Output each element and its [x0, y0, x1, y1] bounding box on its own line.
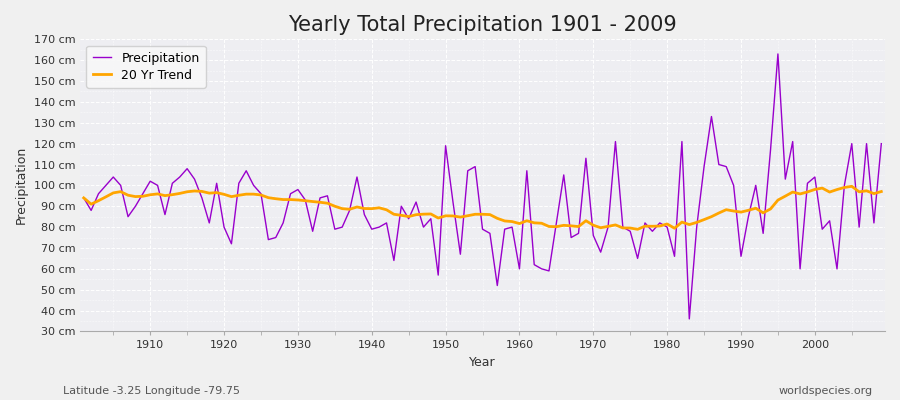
Line: Precipitation: Precipitation — [84, 54, 881, 319]
Precipitation — [772, 52, 783, 56]
20 Yr Trend — [632, 227, 643, 232]
Title: Yearly Total Precipitation 1901 - 2009: Yearly Total Precipitation 1901 - 2009 — [288, 15, 677, 35]
20 Yr Trend — [344, 207, 355, 212]
20 Yr Trend — [846, 184, 857, 189]
Line: 20 Yr Trend: 20 Yr Trend — [84, 186, 881, 229]
Precipitation — [514, 266, 525, 271]
Text: worldspecies.org: worldspecies.org — [778, 386, 873, 396]
20 Yr Trend — [603, 224, 614, 229]
Precipitation — [138, 191, 148, 196]
Precipitation — [300, 198, 310, 202]
Precipitation — [876, 141, 886, 146]
Y-axis label: Precipitation: Precipitation — [15, 146, 28, 224]
Precipitation — [78, 196, 89, 200]
20 Yr Trend — [514, 221, 525, 226]
Precipitation — [507, 225, 517, 230]
20 Yr Trend — [78, 196, 89, 200]
Precipitation — [603, 225, 614, 230]
Text: Latitude -3.25 Longitude -79.75: Latitude -3.25 Longitude -79.75 — [63, 386, 240, 396]
Precipitation — [684, 316, 695, 321]
20 Yr Trend — [507, 219, 517, 224]
X-axis label: Year: Year — [469, 356, 496, 369]
20 Yr Trend — [138, 194, 148, 199]
20 Yr Trend — [876, 189, 886, 194]
Legend: Precipitation, 20 Yr Trend: Precipitation, 20 Yr Trend — [86, 46, 206, 88]
Precipitation — [344, 208, 355, 213]
20 Yr Trend — [300, 198, 310, 203]
